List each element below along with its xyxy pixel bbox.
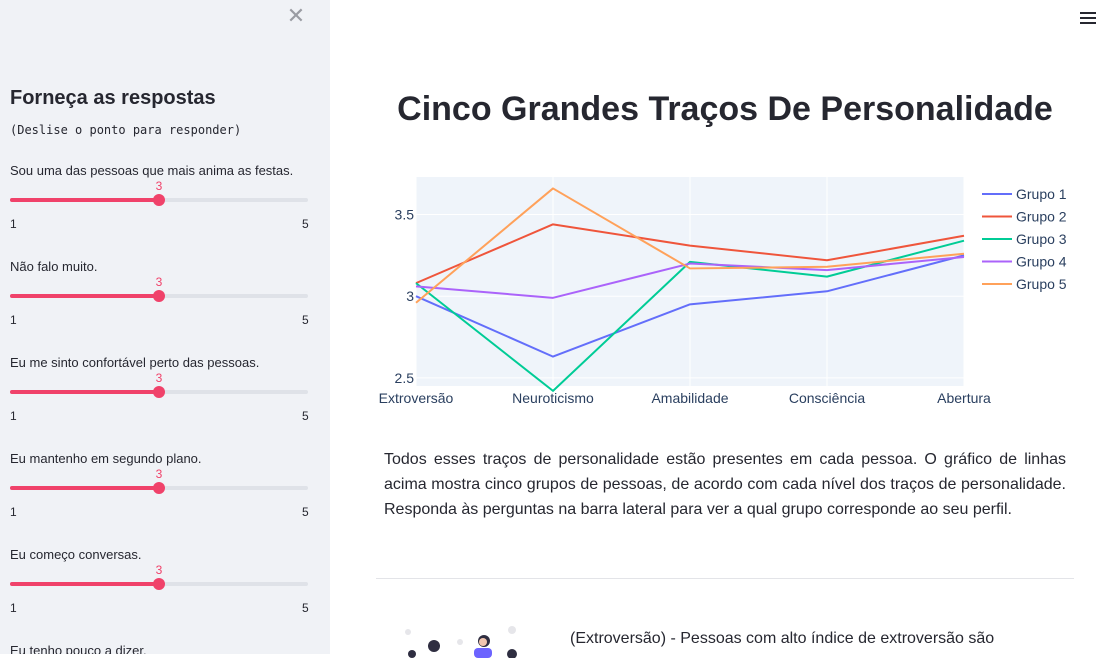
series-line-5 (415, 187, 965, 304)
question-label: Não falo muito. (10, 259, 98, 274)
slider-thumb[interactable] (153, 194, 165, 206)
slider-min-label: 1 (10, 601, 17, 615)
slider-track[interactable] (10, 578, 308, 590)
sidebar-title: Forneça as respostas (10, 87, 216, 109)
legend-label: Grupo 3 (1016, 231, 1067, 247)
slider-thumb[interactable] (153, 578, 165, 590)
legend-label: Grupo 4 (1016, 254, 1067, 270)
sidebar: ✕ Forneça as respostas (Deslise o ponto … (0, 0, 330, 654)
slider-min-label: 1 (10, 217, 17, 231)
slider-fill (10, 198, 159, 202)
slider-fill (10, 390, 159, 394)
y-tick-label: 3 (406, 288, 414, 304)
x-tick-label: Amabilidade (651, 390, 728, 406)
people-illustration-icon (390, 618, 540, 659)
slider-track[interactable] (10, 386, 308, 398)
description-text: Todos esses traços de personalidade estã… (384, 451, 1066, 518)
series-line-4 (415, 256, 965, 299)
question-slider-group: Eu me sinto confortável perto das pessoa… (10, 355, 310, 445)
slider-value: 3 (155, 563, 163, 577)
legend-label: Grupo 5 (1016, 276, 1067, 292)
legend-label: Grupo 2 (1016, 209, 1067, 225)
slider-value: 3 (155, 275, 163, 289)
question-slider-group: Não falo muito. 3 1 5 (10, 259, 310, 349)
slider-fill (10, 582, 159, 586)
legend-label: Grupo 1 (1016, 186, 1067, 202)
close-icon[interactable]: ✕ (286, 4, 306, 29)
question-label: Eu começo conversas. (10, 547, 142, 562)
slider-fill (10, 486, 159, 490)
question-slider-group: Sou uma das pessoas que mais anima as fe… (10, 163, 310, 253)
slider-value: 3 (155, 467, 163, 481)
slider-max-label: 5 (302, 313, 309, 327)
x-tick-label: Neuroticismo (512, 390, 594, 406)
slider-track[interactable] (10, 290, 308, 302)
question-label: Eu tenho pouco a dizer. (10, 643, 147, 654)
slider-thumb[interactable] (153, 482, 165, 494)
question-label: Sou uma das pessoas que mais anima as fe… (10, 163, 294, 178)
line-chart: 2.5 3 3.5 Extroversão Neuroticismo Amabilidad… (370, 160, 1090, 420)
series-line-2 (415, 223, 965, 285)
x-tick-label: Extroversão (379, 390, 454, 406)
slider-max-label: 5 (302, 409, 309, 423)
slider-min-label: 1 (10, 505, 17, 519)
x-tick-label: Consciência (789, 390, 865, 406)
series-line-1 (415, 254, 965, 358)
series-line-3 (415, 239, 965, 392)
sidebar-subtitle: (Deslise o ponto para responder) (10, 123, 242, 137)
page-title: Cinco Grandes Traços De Personalidade (397, 90, 1053, 128)
hamburger-menu-icon[interactable] (1080, 9, 1096, 25)
slider-min-label: 1 (10, 313, 17, 327)
slider-thumb[interactable] (153, 290, 165, 302)
y-tick-label: 2.5 (395, 370, 415, 386)
slider-fill (10, 294, 159, 298)
y-tick-label: 3.5 (395, 207, 415, 223)
slider-max-label: 5 (302, 505, 309, 519)
trait-description: (Extroversão) - Pessoas com alto índice … (570, 630, 995, 647)
slider-value: 3 (155, 179, 163, 193)
divider (376, 578, 1074, 579)
x-tick-label: Abertura (937, 390, 991, 406)
slider-max-label: 5 (302, 217, 309, 231)
slider-min-label: 1 (10, 409, 17, 423)
slider-track[interactable] (10, 194, 308, 206)
slider-thumb[interactable] (153, 386, 165, 398)
question-label: Eu me sinto confortável perto das pessoa… (10, 355, 260, 370)
slider-value: 3 (155, 371, 163, 385)
slider-track[interactable] (10, 482, 308, 494)
slider-max-label: 5 (302, 601, 309, 615)
question-slider-group: Eu começo conversas. 3 1 5 (10, 547, 310, 637)
question-slider-group: Eu mantenho em segundo plano. 3 1 5 (10, 451, 310, 541)
question-label: Eu mantenho em segundo plano. (10, 451, 202, 466)
